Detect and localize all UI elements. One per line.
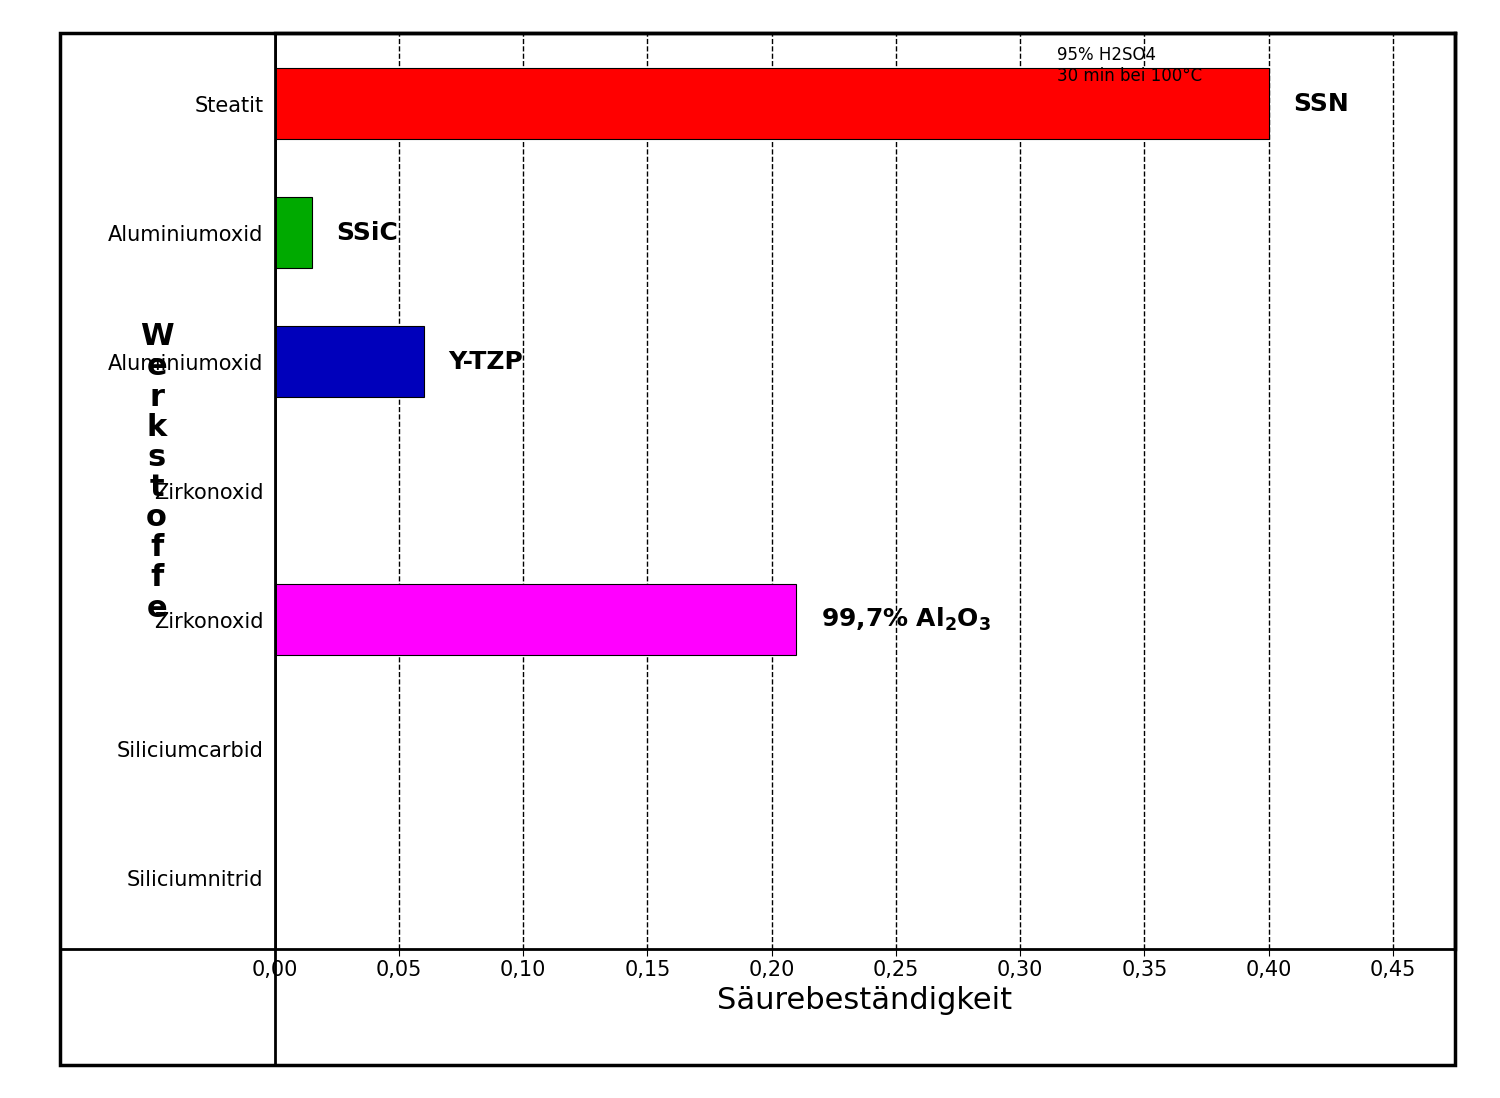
Bar <box>274 584 796 656</box>
Text: Y-TZP: Y-TZP <box>448 350 524 373</box>
Bar <box>274 326 423 397</box>
Text: $\bf{99{,}7\%\ Al_2O_3}$: $\bf{99{,}7\%\ Al_2O_3}$ <box>822 606 992 634</box>
Text: SSN: SSN <box>1293 92 1348 116</box>
Text: Säurebeständigkeit: Säurebeständigkeit <box>717 986 1013 1016</box>
Text: W
e
r
k
s
t
o
f
f
e: W e r k s t o f f e <box>140 322 174 623</box>
Bar <box>274 198 312 268</box>
Text: SSiC: SSiC <box>336 221 399 245</box>
Bar <box>274 68 1269 139</box>
Text: 95% H2SO4
30 min bei 100°C: 95% H2SO4 30 min bei 100°C <box>1058 46 1203 85</box>
